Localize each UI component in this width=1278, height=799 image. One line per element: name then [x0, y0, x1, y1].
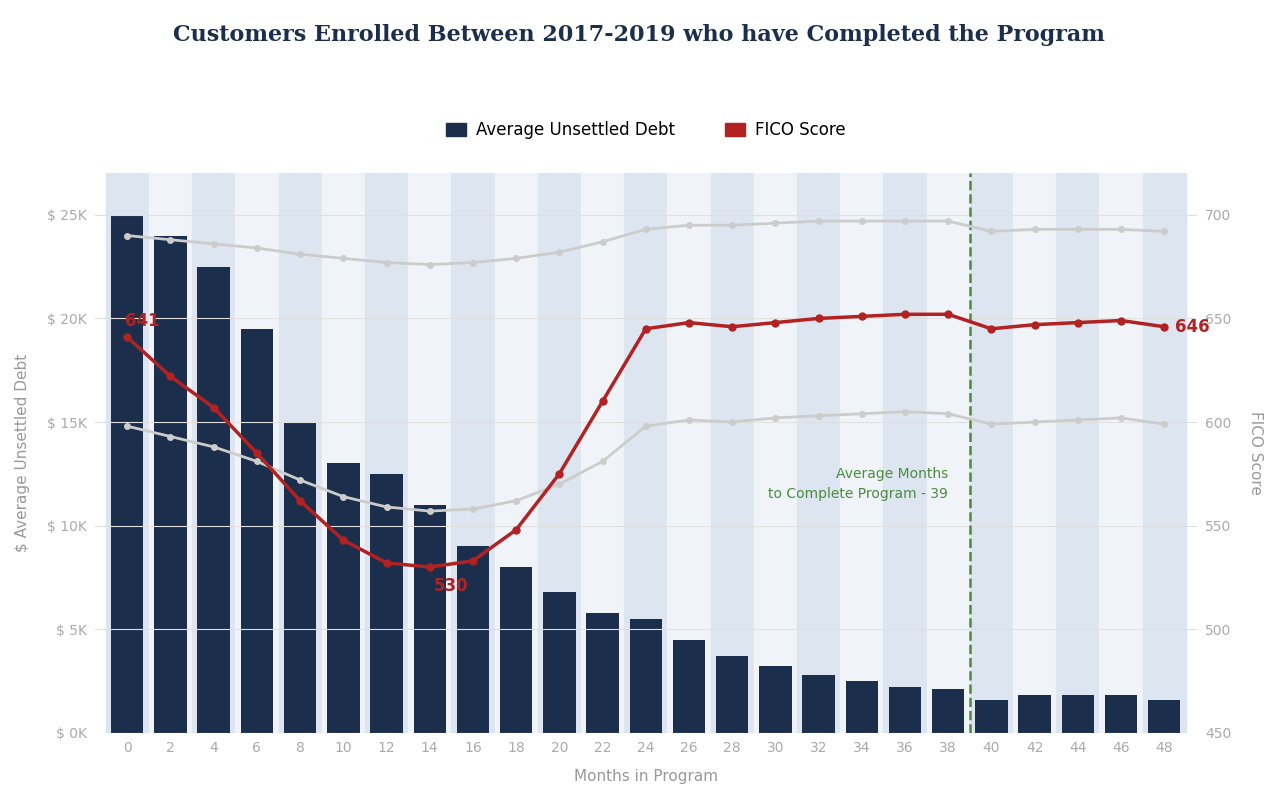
Bar	[155, 236, 187, 733]
Bar	[759, 666, 791, 733]
Y-axis label: FICO Score: FICO Score	[1249, 411, 1263, 495]
Bar	[408, 173, 451, 733]
Bar	[630, 619, 662, 733]
Bar	[970, 173, 1013, 733]
Bar	[846, 681, 878, 733]
Bar	[322, 173, 366, 733]
Bar	[711, 173, 754, 733]
Bar	[279, 173, 322, 733]
Bar	[803, 675, 835, 733]
Bar	[1062, 695, 1094, 733]
Bar	[1056, 173, 1099, 733]
Bar	[371, 474, 403, 733]
Bar	[587, 613, 619, 733]
Bar	[975, 700, 1007, 733]
Bar	[667, 173, 711, 733]
Bar	[414, 505, 446, 733]
Bar	[106, 173, 148, 733]
Bar	[327, 463, 359, 733]
Bar	[500, 567, 533, 733]
Bar	[235, 173, 279, 733]
Bar	[672, 639, 705, 733]
Text: Average Months
to Complete Program - 39: Average Months to Complete Program - 39	[768, 467, 948, 501]
Bar	[840, 173, 883, 733]
Bar	[1148, 700, 1181, 733]
X-axis label: Months in Program: Months in Program	[574, 769, 718, 784]
Bar	[927, 173, 970, 733]
Bar	[1013, 173, 1056, 733]
Bar	[456, 547, 489, 733]
Bar	[888, 687, 921, 733]
Bar	[284, 422, 317, 733]
Bar	[932, 690, 965, 733]
Y-axis label: $ Average Unsettled Debt: $ Average Unsettled Debt	[15, 354, 29, 552]
Bar	[198, 267, 230, 733]
Bar	[111, 215, 143, 733]
Bar	[1019, 695, 1051, 733]
Bar	[754, 173, 797, 733]
Text: 530: 530	[435, 577, 469, 594]
Bar	[1099, 173, 1143, 733]
Bar	[538, 173, 581, 733]
Bar	[451, 173, 495, 733]
Bar	[1104, 695, 1137, 733]
Bar	[1143, 173, 1186, 733]
Text: 646: 646	[1176, 318, 1210, 336]
Bar	[581, 173, 624, 733]
Bar	[192, 173, 235, 733]
Bar	[797, 173, 840, 733]
Bar	[240, 329, 273, 733]
Bar	[543, 592, 575, 733]
Bar	[883, 173, 927, 733]
Text: 641: 641	[124, 312, 160, 330]
Text: Customers Enrolled Between 2017-2019 who have Completed the Program: Customers Enrolled Between 2017-2019 who…	[173, 24, 1105, 46]
Bar	[624, 173, 667, 733]
Bar	[366, 173, 408, 733]
Bar	[716, 656, 749, 733]
Bar	[148, 173, 192, 733]
Legend: Average Unsettled Debt, FICO Score: Average Unsettled Debt, FICO Score	[440, 114, 852, 146]
Bar	[495, 173, 538, 733]
